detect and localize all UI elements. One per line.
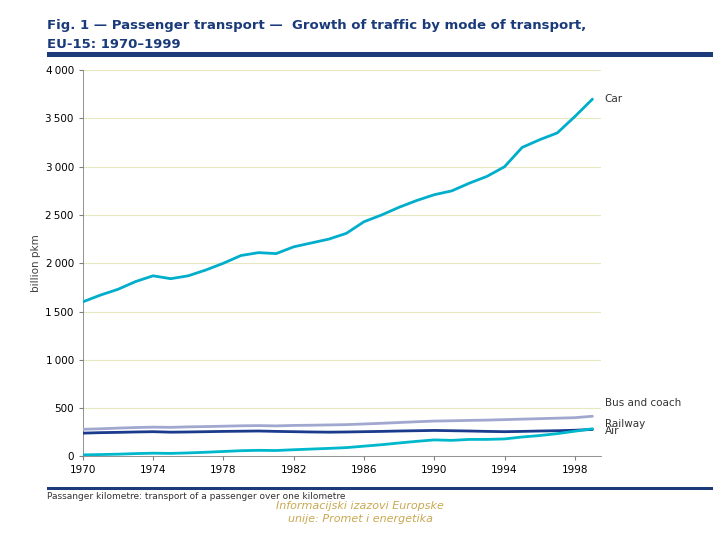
Y-axis label: billion pkm: billion pkm — [31, 234, 41, 292]
Text: Bus and coach: Bus and coach — [605, 398, 681, 408]
Text: unije: Promet i energetika: unije: Promet i energetika — [287, 514, 433, 524]
Text: Car: Car — [605, 94, 623, 104]
Text: Air: Air — [605, 427, 619, 436]
Text: Railway: Railway — [605, 419, 645, 429]
Text: Informacijski izazovi Europske: Informacijski izazovi Europske — [276, 501, 444, 511]
Text: Fig. 1 — Passenger transport —  Growth of traffic by mode of transport,: Fig. 1 — Passenger transport — Growth of… — [47, 19, 586, 32]
Text: EU-15: 1970–1999: EU-15: 1970–1999 — [47, 38, 181, 51]
Text: Passanger kilometre: transport of a passenger over one kilometre: Passanger kilometre: transport of a pass… — [47, 492, 346, 502]
